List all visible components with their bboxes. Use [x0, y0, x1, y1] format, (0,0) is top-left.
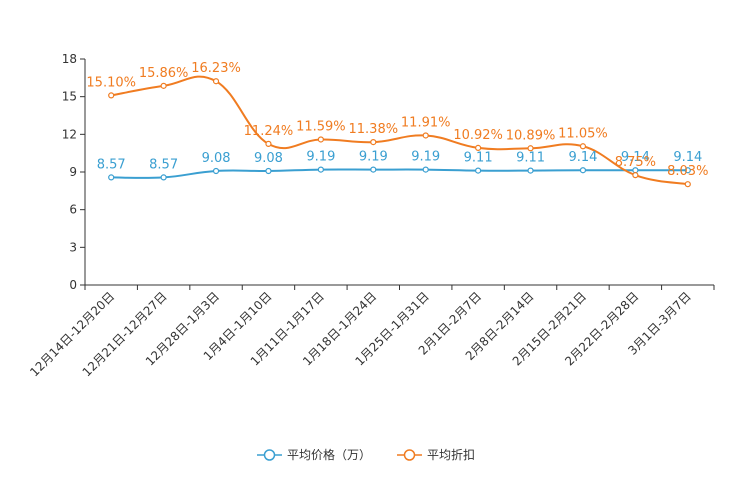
data-point[interactable] [108, 174, 115, 181]
legend-marker [403, 449, 416, 461]
data-point[interactable] [108, 92, 115, 99]
data-point[interactable] [160, 82, 167, 89]
data-point[interactable] [317, 136, 324, 143]
data-label: 9.11 [516, 151, 545, 166]
data-label: 10.89% [506, 128, 556, 143]
data-label: 9.14 [568, 150, 597, 165]
y-tick-label: 6 [69, 203, 77, 217]
data-point[interactable] [527, 167, 534, 174]
y-tick-label: 9 [69, 165, 77, 179]
data-label: 11.05% [558, 126, 608, 141]
data-label: 9.08 [254, 151, 283, 166]
data-label: 9.08 [202, 151, 231, 166]
data-point[interactable] [422, 166, 429, 173]
legend-item-1[interactable]: 平均折扣 [397, 447, 475, 462]
data-label: 16.23% [191, 61, 241, 76]
data-label: 9.14 [673, 150, 702, 165]
data-label: 15.10% [86, 75, 136, 90]
x-axis: 12月14日-12月20日12月21日-12月27日12月28日-1月3日1月4… [27, 284, 715, 379]
data-label: 8.75% [615, 155, 656, 170]
x-tick-label: 12月14日-12月20日 [27, 289, 117, 379]
data-label: 11.38% [349, 122, 399, 137]
legend-label: 平均价格（万） [287, 447, 371, 462]
data-point[interactable] [579, 143, 587, 150]
legend-marker [263, 449, 276, 461]
y-tick-label: 15 [62, 90, 77, 104]
legend-label: 平均折扣 [427, 447, 475, 462]
y-tick-label: 12 [62, 127, 77, 141]
data-label: 8.57 [97, 157, 126, 172]
data-label: 10.92% [453, 128, 503, 143]
data-label: 9.14 [621, 150, 650, 165]
data-label: 9.19 [359, 150, 388, 165]
data-label: 8.57 [149, 157, 178, 172]
data-point[interactable] [527, 145, 534, 152]
data-point[interactable] [475, 144, 482, 151]
data-label: 11.24% [244, 124, 294, 139]
data-label: 8.03% [667, 164, 708, 179]
y-tick-label: 18 [62, 52, 77, 66]
data-point[interactable] [684, 167, 691, 174]
data-point[interactable] [475, 167, 482, 174]
data-point[interactable] [212, 167, 220, 175]
series-line-0 [111, 168, 688, 179]
data-point[interactable] [317, 166, 324, 173]
y-axis: 0 3 6 9 12 15 18 [62, 52, 86, 292]
data-point[interactable] [370, 139, 377, 146]
data-label: 11.59% [296, 119, 346, 134]
data-point[interactable] [212, 78, 220, 85]
data-label: 15.86% [139, 66, 189, 81]
y-tick-label: 3 [69, 240, 77, 254]
legend-item-0[interactable]: 平均价格（万） [257, 447, 371, 462]
data-labels: 8.57 8.57 9.08 9.08 9.19 9.19 9.19 9.11 9.11 9.14… [86, 61, 708, 179]
data-label: 9.11 [464, 151, 493, 166]
data-point[interactable] [265, 140, 272, 147]
data-point[interactable] [160, 174, 167, 181]
data-point[interactable] [265, 167, 272, 175]
legend[interactable]: 平均价格（万） 平均折扣 [257, 447, 475, 462]
data-point[interactable] [684, 181, 691, 188]
data-point[interactable] [632, 172, 639, 179]
data-label: 11.91% [401, 115, 451, 130]
data-label: 9.19 [411, 150, 440, 165]
series-points [108, 78, 691, 188]
data-point[interactable] [579, 167, 587, 174]
data-label: 9.19 [306, 150, 335, 165]
y-tick-label: 0 [69, 278, 77, 292]
data-point[interactable] [422, 132, 429, 139]
data-point[interactable] [370, 166, 377, 173]
